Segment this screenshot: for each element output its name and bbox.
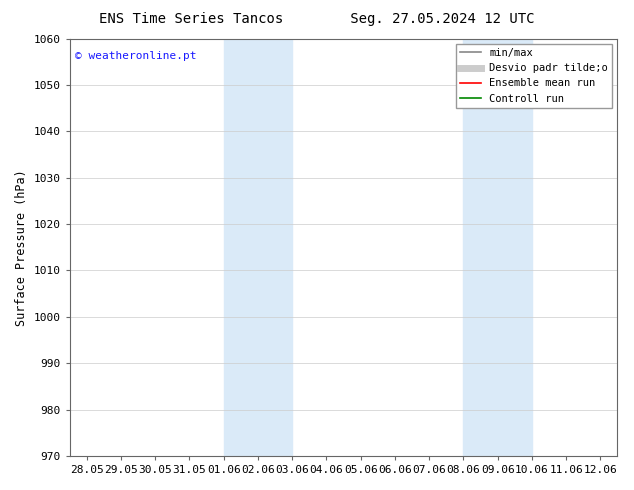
Text: © weatheronline.pt: © weatheronline.pt bbox=[75, 51, 197, 61]
Bar bbox=[498, 39, 532, 456]
Legend: min/max, Desvio padr tilde;o, Ensemble mean run, Controll run: min/max, Desvio padr tilde;o, Ensemble m… bbox=[456, 44, 612, 108]
Bar bbox=[224, 39, 258, 456]
Text: ENS Time Series Tancos        Seg. 27.05.2024 12 UTC: ENS Time Series Tancos Seg. 27.05.2024 1… bbox=[100, 12, 534, 26]
Bar bbox=[258, 39, 292, 456]
Bar bbox=[463, 39, 498, 456]
Y-axis label: Surface Pressure (hPa): Surface Pressure (hPa) bbox=[15, 169, 28, 326]
